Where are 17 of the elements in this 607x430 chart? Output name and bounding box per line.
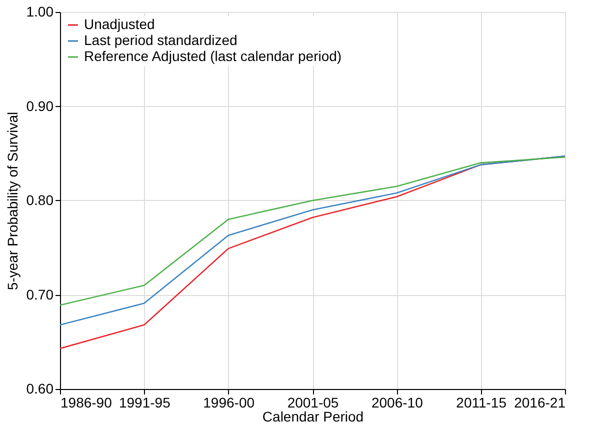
y-tick-label: 0.90 (26, 98, 54, 114)
y-tick-label: 0.60 (26, 380, 54, 396)
x-tick-label: 2006-10 (371, 394, 424, 410)
y-tick-label: 0.80 (26, 192, 54, 208)
legend-label: Last period standardized (84, 32, 238, 48)
y-tick-label: 1.00 (26, 4, 54, 20)
legend-label: Reference Adjusted (last calendar period) (84, 48, 342, 64)
x-tick-label: 1991-95 (118, 394, 171, 410)
x-tick-label: 1996-00 (203, 394, 255, 410)
x-axis-title: Calendar Period (262, 408, 364, 424)
y-tick-label: 0.70 (26, 286, 54, 302)
legend-label: Unadjusted (84, 16, 155, 32)
x-tick-label: 2016-21 (514, 394, 566, 410)
x-tick-label: 2001-05 (287, 394, 339, 410)
x-tick-label: 2011-15 (456, 394, 507, 410)
y-axis-title: 5-year Probability of Survival (4, 112, 20, 290)
x-tick-label: 1986-90 (60, 394, 112, 410)
